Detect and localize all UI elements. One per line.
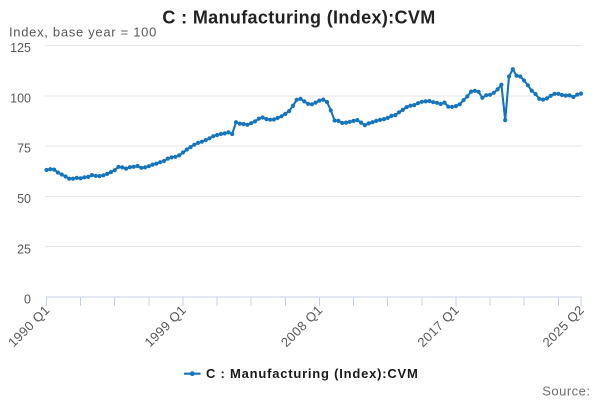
svg-text:Source:: Source: bbox=[542, 384, 590, 399]
svg-text:0: 0 bbox=[24, 293, 31, 307]
svg-text:125: 125 bbox=[10, 41, 31, 55]
svg-text:25: 25 bbox=[17, 242, 31, 256]
svg-text:100: 100 bbox=[10, 91, 31, 105]
svg-text:C : Manufacturing (Index):CVM: C : Manufacturing (Index):CVM bbox=[162, 8, 435, 28]
svg-text:75: 75 bbox=[17, 142, 31, 156]
svg-text:C : Manufacturing (Index):CVM: C : Manufacturing (Index):CVM bbox=[206, 366, 419, 381]
svg-text:50: 50 bbox=[17, 192, 31, 206]
svg-text:Index, base year = 100: Index, base year = 100 bbox=[9, 25, 157, 40]
